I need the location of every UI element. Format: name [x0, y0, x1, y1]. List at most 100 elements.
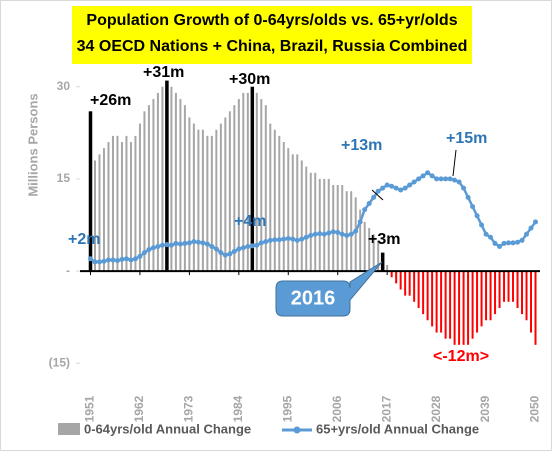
point: [128, 257, 134, 263]
point: [524, 231, 530, 237]
bar: [269, 123, 272, 272]
point: [110, 257, 116, 263]
bar: [170, 86, 173, 272]
bar: [116, 135, 119, 272]
bar: [111, 135, 114, 272]
bar: [354, 197, 357, 272]
point: [519, 237, 525, 243]
point: [492, 240, 498, 246]
point: [470, 204, 476, 210]
point: [389, 183, 395, 189]
bar: [287, 148, 290, 272]
bar: [210, 135, 213, 272]
bar: [512, 271, 515, 302]
point: [209, 244, 215, 250]
bar: [399, 271, 402, 290]
point: [173, 240, 179, 246]
legend-swatch: [58, 423, 80, 435]
bar: [449, 271, 452, 339]
annotation: <-12m>: [433, 348, 489, 365]
bar: [215, 129, 218, 272]
point: [425, 170, 431, 176]
point: [159, 242, 165, 248]
bar: [314, 172, 317, 272]
point: [348, 231, 354, 237]
annotation: +3m: [368, 231, 400, 248]
bar: [341, 185, 344, 272]
x-tick-label: 2017: [379, 395, 393, 422]
point: [119, 256, 125, 262]
x-tick-label: 2050: [528, 395, 542, 422]
point: [294, 237, 300, 243]
bar: [291, 154, 294, 272]
bar: [453, 271, 456, 345]
bar: [525, 271, 528, 321]
bar: [174, 92, 177, 272]
point: [258, 240, 264, 246]
bar: [530, 271, 533, 333]
legend-label: 0-64yrs/old Annual Change: [84, 421, 251, 436]
bar: [102, 148, 105, 272]
point: [371, 194, 377, 200]
point: [308, 232, 314, 238]
bar: [516, 271, 519, 308]
point: [452, 177, 458, 183]
bar: [250, 86, 255, 272]
point: [380, 185, 386, 191]
point: [218, 250, 224, 256]
point: [366, 200, 372, 206]
bar: [246, 92, 249, 272]
point: [105, 257, 111, 263]
point: [398, 187, 404, 193]
pointer: [452, 149, 457, 177]
title-box: [72, 6, 472, 64]
y-tick-label: -: [66, 263, 70, 277]
bar: [233, 105, 236, 272]
bar: [332, 185, 335, 272]
bar: [426, 271, 429, 321]
bar: [422, 271, 425, 315]
point: [231, 248, 237, 254]
plot: (15) - 15 30 1951 1962 1973 1984 1995 2006 2017 202…: [49, 79, 542, 422]
bar: [107, 142, 110, 272]
bar: [197, 129, 200, 272]
annotation: +30m: [229, 71, 270, 88]
point: [303, 234, 309, 240]
bar: [309, 172, 312, 272]
bar: [179, 99, 182, 272]
legend-label: 65+yrs/old Annual Change: [316, 421, 479, 436]
bar: [188, 117, 191, 272]
bar: [98, 154, 101, 272]
bar: [129, 142, 132, 272]
bar: [143, 111, 146, 272]
point: [96, 259, 102, 265]
bar: [264, 105, 267, 272]
bar: [485, 271, 488, 321]
point: [438, 176, 444, 182]
bar: [534, 271, 537, 345]
annotation: +15m: [446, 130, 487, 147]
x-tick-label: 1984: [231, 395, 245, 422]
point: [456, 179, 462, 185]
bar: [444, 271, 447, 339]
point: [533, 219, 539, 225]
point: [474, 213, 480, 219]
point: [312, 231, 318, 237]
y-tick-label: 15: [57, 171, 71, 185]
point: [506, 240, 512, 246]
bar: [377, 240, 380, 272]
bar: [503, 271, 506, 302]
x-tick-label: 1951: [83, 395, 97, 422]
bar: [345, 191, 348, 272]
bar: [408, 271, 411, 296]
bar: [476, 271, 479, 333]
bar: [183, 105, 186, 272]
point: [132, 256, 138, 262]
annotation: +26m: [90, 92, 131, 109]
point: [330, 229, 336, 235]
point: [240, 245, 246, 251]
bar: [467, 271, 470, 345]
bar: [278, 135, 281, 272]
